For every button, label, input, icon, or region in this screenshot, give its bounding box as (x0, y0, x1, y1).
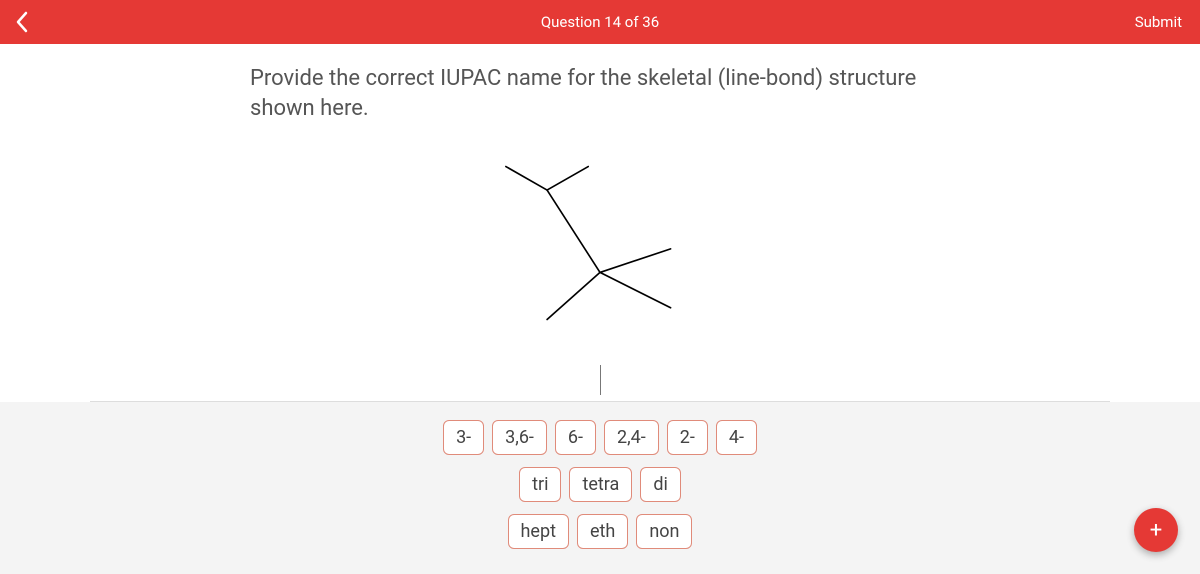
question-prompt: Provide the correct IUPAC name for the s… (240, 64, 960, 123)
plus-icon: + (1150, 518, 1162, 543)
skeletal-structure (480, 143, 720, 343)
answer-tile[interactable]: hept (508, 514, 569, 549)
tile-row: tritetradi (0, 467, 1200, 502)
answer-tile[interactable]: 2,4- (604, 420, 659, 455)
answer-tile[interactable]: 2- (667, 420, 708, 455)
answer-tile[interactable]: tetra (569, 467, 632, 502)
chevron-left-icon (15, 11, 29, 33)
header-bar: Question 14 of 36 Submit (0, 0, 1200, 44)
answer-tile[interactable]: eth (577, 514, 628, 549)
content-area: Provide the correct IUPAC name for the s… (0, 44, 1200, 574)
text-cursor (600, 365, 601, 395)
add-fab-button[interactable]: + (1134, 508, 1178, 552)
answer-tile[interactable]: 6- (555, 420, 596, 455)
submit-button[interactable]: Submit (1117, 0, 1200, 44)
tiles-area: 3-3,6-6-2,4-2-4- tritetradi heptethnon (0, 402, 1200, 574)
tile-row: heptethnon (0, 514, 1200, 549)
back-button[interactable] (0, 0, 44, 44)
answer-tile[interactable]: 4- (716, 420, 757, 455)
answer-tile[interactable]: tri (519, 467, 561, 502)
answer-tile[interactable]: di (640, 467, 681, 502)
answer-tile[interactable]: 3,6- (492, 420, 547, 455)
question-counter: Question 14 of 36 (541, 13, 659, 31)
answer-tile[interactable]: 3- (443, 420, 484, 455)
tile-row: 3-3,6-6-2,4-2-4- (0, 420, 1200, 455)
answer-tile[interactable]: non (636, 514, 692, 549)
answer-input-line[interactable] (0, 353, 1200, 401)
structure-container (0, 133, 1200, 353)
